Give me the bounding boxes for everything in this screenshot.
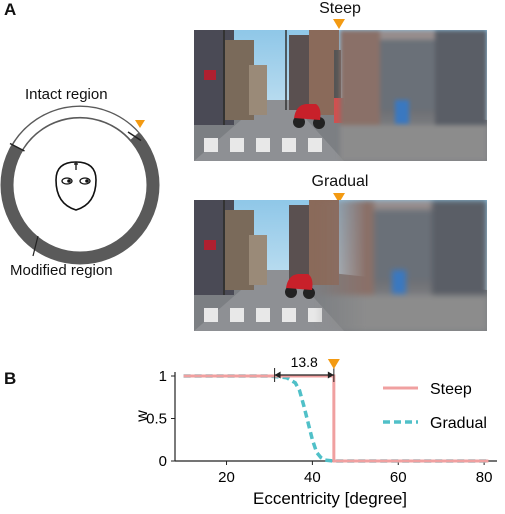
- panel-b-label: B: [4, 369, 17, 388]
- x-tick-label: 80: [476, 469, 493, 486]
- modified-leader-line: [32, 235, 39, 257]
- y-axis-label: w: [134, 410, 151, 423]
- head-icon: [55, 161, 97, 211]
- marker-triangle-icon: [327, 359, 340, 369]
- x-tick-label: 20: [218, 469, 235, 486]
- boundary-tick-left: [9, 142, 25, 152]
- y-tick-label: 0.5: [146, 411, 167, 428]
- legend-steep-label: Steep: [430, 381, 472, 398]
- panel-a-label: A: [4, 0, 17, 19]
- visual-field-diagram: [0, 105, 160, 265]
- steep-photo-title: Steep: [319, 0, 361, 17]
- x-axis-label: Eccentricity [degree]: [253, 489, 407, 508]
- arrowhead-right-icon: [327, 371, 334, 379]
- arrowhead-left-icon: [274, 371, 281, 379]
- eccentricity-chart: 20 40 60 80 0 0.5 1 w Eccentricity [degree] 13…: [134, 354, 497, 508]
- transition-width-label: 13.8: [291, 354, 318, 370]
- gradual-street-photo: [194, 200, 487, 331]
- x-tick-label: 60: [390, 469, 407, 486]
- steep-series-line: [183, 374, 489, 463]
- modified-region-label: Modified region: [10, 262, 113, 279]
- marker-triangle-icon: [135, 120, 145, 128]
- y-tick-label: 1: [159, 368, 167, 385]
- steep-street-photo: [194, 30, 487, 161]
- gradual-photo-title: Gradual: [311, 173, 369, 190]
- gradual-series-line: [183, 374, 489, 463]
- steep-marker-icon: [333, 19, 345, 29]
- x-tick-label: 40: [304, 469, 321, 486]
- intact-arc: [13, 106, 139, 151]
- y-tick-label: 0: [159, 453, 167, 470]
- boundary-tick-right: [127, 131, 142, 142]
- gradual-marker-icon: [333, 193, 345, 203]
- legend-gradual-label: Gradual: [430, 415, 487, 432]
- intact-region-label: Intact region: [25, 86, 108, 103]
